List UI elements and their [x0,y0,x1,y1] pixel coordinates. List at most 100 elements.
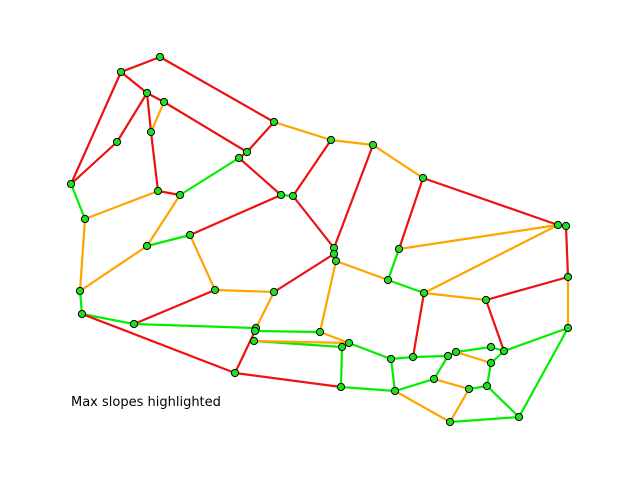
node-AC [419,288,429,298]
node-H [153,186,163,196]
node-AQ [408,352,418,362]
edge-C-F [115,91,149,144]
edge-Q-R [371,143,425,180]
edge-AP-AZ [389,357,397,393]
edge-AB-AD [484,275,570,302]
node-Q [368,140,378,150]
node-AP [386,354,396,364]
edge-O-U [291,194,336,250]
edge-J-AE [78,217,87,293]
edge-S-T [145,233,192,248]
edge-AM-AO [252,339,351,345]
edge-D-E [149,100,166,134]
edge-AL-AO [318,330,351,345]
node-AN [337,342,347,352]
node-BA [429,374,439,384]
edge-P-Q [329,138,375,147]
node-R [418,173,428,183]
node-AB [563,272,573,282]
node-P [326,135,336,145]
edge-R-Z [421,176,560,227]
edge-AC-AQ [411,291,426,359]
edge-AW-BE [517,326,570,419]
edge-AS-AV [454,350,493,365]
node-AI [129,319,139,329]
edge-S-AG [188,233,217,292]
edge-BC-BE [485,384,521,419]
node-D [159,97,169,107]
node-BB [464,384,474,394]
edge-AD-AU [484,298,506,353]
edge-AI-AJ [132,322,258,330]
node-Z [553,220,563,230]
edge-AK-AL [253,329,322,334]
node-BD [445,417,455,427]
edge-D-L [162,100,249,154]
edge-X-Z [397,223,560,251]
node-AM [249,336,259,346]
node-AO [344,338,354,348]
edge-AO-AP [347,341,393,361]
node-Y [383,275,393,285]
node-T [142,241,152,251]
edge-AA-AB [564,224,570,279]
edge-X-Y [386,247,401,282]
node-AK [250,326,260,336]
edge-B-C [119,70,149,95]
edge-AU-AW [502,326,570,353]
edge-K-P [272,120,333,142]
node-AU [499,346,509,356]
node-AR [443,351,453,361]
node-AF [77,309,87,319]
node-AH [269,287,279,297]
edge-Y-AC [386,278,426,295]
edge-N-S [188,193,283,237]
node-S [185,230,195,240]
edge-I-M [178,156,241,197]
edge-AH-AJ [254,290,276,330]
edge-I-T [145,193,182,248]
node-G [66,179,76,189]
node-F [112,137,122,147]
edge-AZ-BD [393,389,452,424]
node-X [394,244,404,254]
edge-AF-AX [80,312,237,375]
edge-R-X [397,176,425,251]
edge-AS-AT [454,345,493,354]
node-AL [315,327,325,337]
graph-nodes [66,52,573,427]
edge-AG-AI [132,288,217,326]
edge-C-E [145,91,153,134]
edge-AR-BA [432,354,450,381]
edge-B-G [69,70,123,186]
node-W [331,256,341,266]
graph-edges [69,55,570,424]
edge-AX-AY [233,371,343,389]
node-B [116,67,126,77]
node-C [142,88,152,98]
edge-M-N [237,156,283,197]
node-J [80,214,90,224]
node-M [234,153,244,163]
edge-V-AH [272,252,336,294]
edge-W-AL [318,259,338,334]
node-AD [481,295,491,305]
edge-W-Y [334,259,390,282]
edge-AG-AH [213,288,276,294]
edge-AN-AY [339,345,344,389]
node-E [146,127,156,137]
node-BE [514,412,524,422]
node-AS [451,347,461,357]
edge-AC-AD [422,291,488,302]
edge-Q-U [332,143,375,250]
edge-BB-BD [448,387,471,424]
edge-Z-AC [422,223,560,295]
edge-BA-BB [432,377,471,391]
node-O [288,191,298,201]
edge-O-P [291,138,333,198]
node-L [242,147,252,157]
node-AE [75,286,85,296]
edge-BD-BE [448,415,521,424]
node-V [329,249,339,259]
